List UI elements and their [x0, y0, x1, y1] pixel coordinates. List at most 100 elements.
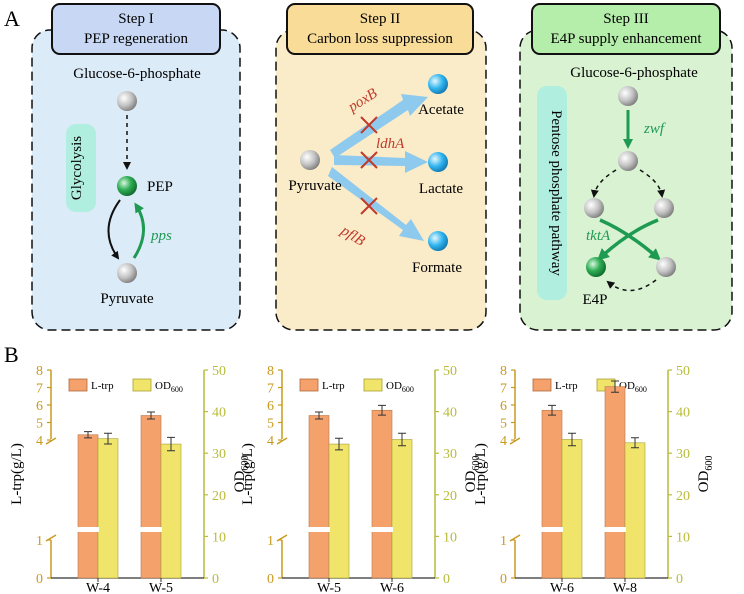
right-tick-label: 50 [443, 364, 457, 379]
legend-od-sub: 600 [402, 385, 414, 394]
od-sub: 600 [240, 456, 251, 471]
bar-ltrp [140, 415, 162, 579]
e4p-label: E4P [582, 292, 607, 308]
pflb-arrow [328, 167, 424, 241]
zwf-label: zwf [643, 121, 666, 137]
glucose-label-3: Glucose-6-phosphate [570, 65, 698, 81]
pyruvate-label-1: Pyruvate [100, 291, 154, 307]
tkta-label: tktA [586, 228, 611, 244]
right-tick-label: 40 [676, 406, 690, 421]
bar-od [97, 438, 119, 579]
bar-od [391, 439, 413, 579]
od-label: OD [696, 471, 712, 493]
errorbar-od [167, 436, 175, 452]
step2-box: Step II Carbon loss suppression poxB ldh… [275, 3, 487, 331]
panel-a-label: A [4, 6, 20, 31]
x-tick-label: W-8 [613, 581, 637, 594]
step2-title: Step II [360, 11, 400, 27]
lactate-label: Lactate [419, 181, 463, 197]
ldha-label: ldhA [376, 136, 405, 152]
errorbar-od [335, 437, 343, 451]
right-tick-label: 30 [212, 447, 226, 462]
right-tick-label: 20 [212, 489, 226, 504]
right-tick-label: 0 [676, 572, 683, 587]
left-tick-label: 6 [500, 399, 507, 414]
left-tick-label: 5 [36, 417, 43, 432]
od-sub: 600 [471, 456, 482, 471]
acetate-node [428, 74, 448, 94]
step3-title: Step III [603, 11, 648, 27]
left-tick-label: 7 [267, 382, 274, 397]
ppp-node-bottom [656, 257, 676, 277]
errorbar-od [398, 432, 406, 447]
right-tick-label: 0 [212, 572, 219, 587]
left-tick-label: 6 [36, 399, 43, 414]
left-tick-label: 0 [36, 572, 43, 587]
cycle-arrow-left [590, 169, 617, 198]
poxb-cross [360, 116, 378, 134]
legend-label-od: OD600 [155, 380, 183, 394]
left-tick-label: 1 [36, 534, 43, 549]
od-sub: 600 [704, 456, 715, 471]
x-tick-label: W-4 [86, 581, 110, 594]
ppp-node-top [618, 151, 638, 171]
ppp-node-left [584, 198, 604, 218]
tkta-arrow-2 [597, 218, 659, 261]
step1-subtitle: PEP regeneration [84, 31, 188, 47]
bar-ltrp [604, 386, 626, 579]
left-tick-label: 4 [36, 434, 43, 449]
bar-od [160, 443, 182, 579]
left-axis-title: L-trp(g/L) [9, 443, 25, 505]
left-tick-label: 0 [267, 572, 274, 587]
right-tick-label: 10 [212, 530, 226, 545]
right-axis-title: OD600 [232, 456, 251, 493]
bar-ltrp [77, 434, 99, 579]
right-tick-label: 10 [443, 530, 457, 545]
errorbar-ltrp [147, 411, 155, 420]
poxb-arrow [330, 94, 428, 158]
left-tick-label: 1 [500, 534, 507, 549]
axis-break-marks [45, 437, 57, 542]
legend-swatch-od [363, 378, 383, 392]
right-tick-label: 50 [212, 364, 226, 379]
bar-break-stripe [77, 527, 99, 532]
formate-label: Formate [412, 260, 462, 276]
x-tick-label: W-5 [149, 581, 173, 594]
left-tick-label: 1 [267, 534, 274, 549]
errorbar-ltrp [378, 404, 386, 416]
ppp-badge [537, 86, 567, 300]
cycle-arrow-bottom [606, 279, 657, 292]
lactate-node [428, 152, 448, 172]
ppp-node-right [654, 198, 674, 218]
bar-break-stripe [604, 527, 626, 532]
legend-label-ltrp: L-trp [555, 380, 578, 392]
formate-node [428, 231, 448, 251]
bar-od [561, 439, 583, 579]
errorbar-ltrp [315, 411, 323, 420]
errorbar-ltrp [611, 380, 619, 393]
bar-break-stripe [541, 527, 563, 532]
right-tick-label: 50 [676, 364, 690, 379]
right-tick-label: 20 [443, 489, 457, 504]
legend-od-sub: 600 [635, 385, 647, 394]
left-tick-label: 5 [500, 417, 507, 432]
bar-ltrp [308, 415, 330, 579]
legend-swatch-ltrp [68, 378, 88, 392]
legend-od-sub: 600 [171, 385, 183, 394]
step3-box: Step III E4P supply enhancement Glucose-… [519, 3, 733, 331]
legend-swatch-ltrp [299, 378, 319, 392]
right-tick-label: 40 [443, 406, 457, 421]
od-label: OD [232, 471, 248, 493]
g6p-node-3 [618, 86, 638, 106]
left-tick-label: 5 [267, 417, 274, 432]
pps-label: pps [150, 228, 172, 244]
pflb-cross [360, 197, 378, 215]
bar-ltrp [541, 409, 563, 579]
x-tick-label: W-6 [380, 581, 404, 594]
acetate-label: Acetate [418, 102, 464, 118]
bar-break-stripe [371, 527, 393, 532]
step2-subtitle: Carbon loss suppression [307, 31, 453, 47]
